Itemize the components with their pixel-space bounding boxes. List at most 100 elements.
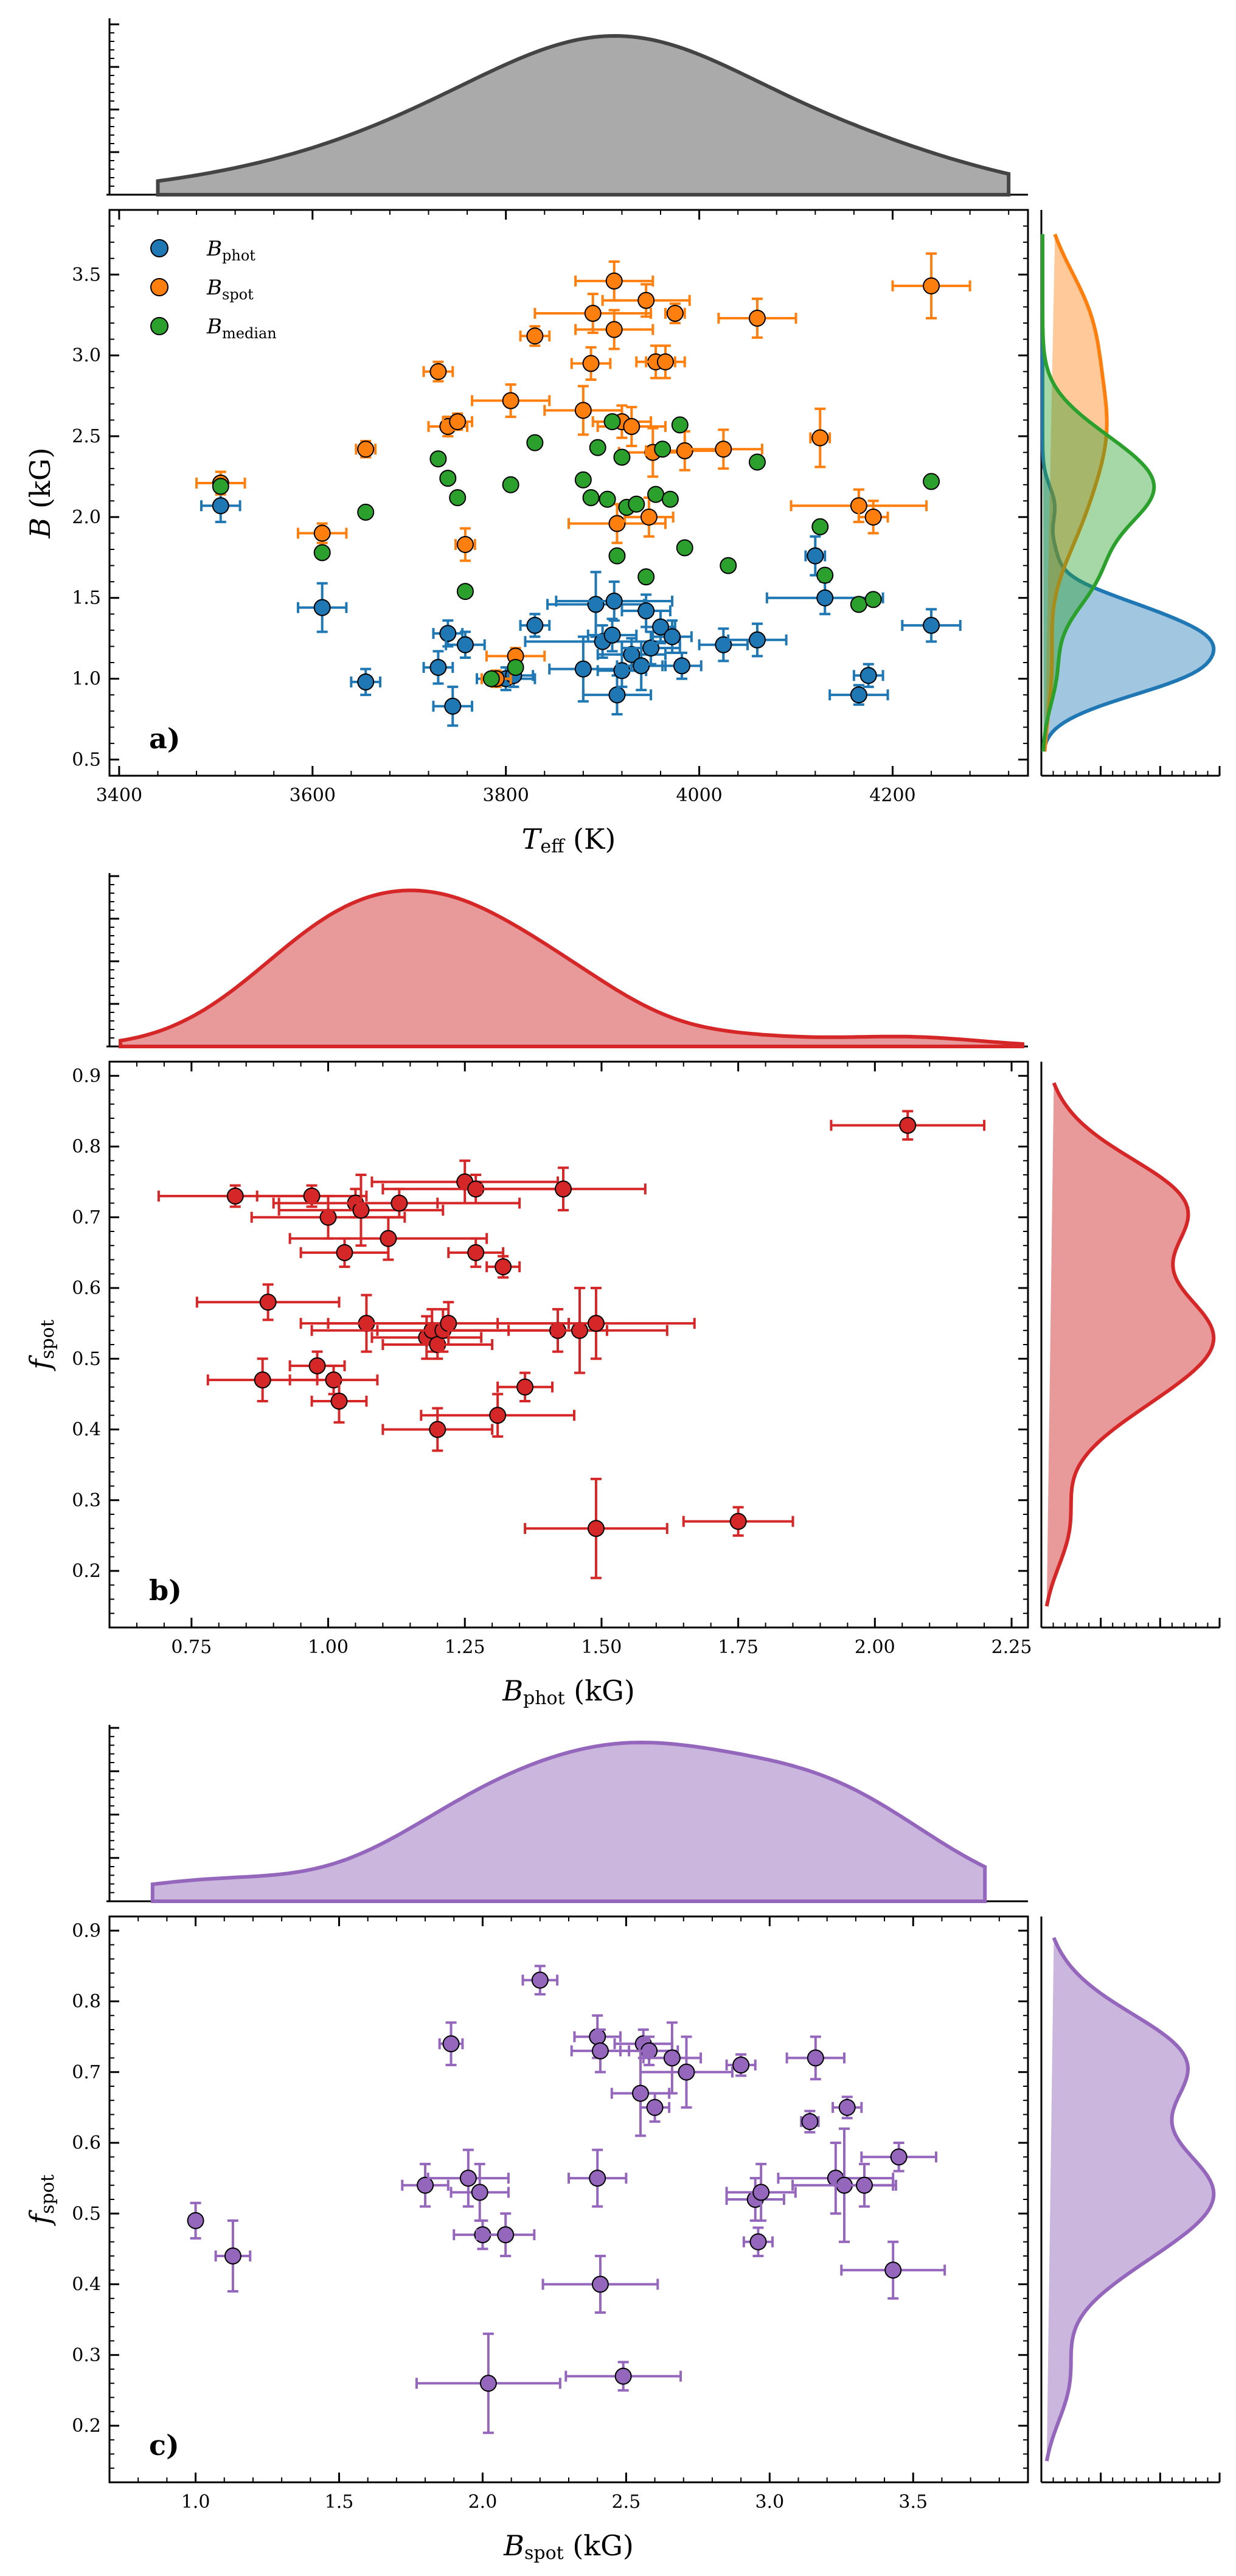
marker: [467, 1244, 485, 1261]
data-point: [432, 619, 464, 648]
marker: [633, 657, 650, 675]
data-point: [639, 2035, 734, 2109]
data-point: [748, 453, 766, 471]
marker: [439, 470, 457, 487]
data-point: [840, 2240, 946, 2300]
marker: [226, 1187, 244, 1205]
marker: [673, 657, 690, 675]
x-tick-label: 1.0: [181, 2491, 210, 2513]
y-tick-label: 0.4: [72, 1419, 101, 1441]
data-point: [832, 2095, 863, 2120]
data-point: [830, 1110, 986, 1141]
y-label-sub: spot: [37, 1320, 58, 1359]
marker: [864, 508, 882, 526]
y-tick-label: 0.8: [72, 1991, 101, 2013]
marker: [357, 673, 375, 691]
y-tick-label: 0.5: [72, 749, 101, 770]
marker: [656, 353, 674, 371]
right-density-a: [1040, 210, 1221, 777]
legend-phot-main: B: [206, 237, 222, 261]
marker: [574, 402, 592, 419]
marker: [482, 670, 500, 688]
y-tick-label: 1.0: [72, 669, 101, 690]
marker: [584, 305, 602, 322]
marker: [319, 1208, 337, 1226]
legend-label-phot: Bphot: [206, 237, 255, 264]
marker: [890, 2148, 908, 2166]
marker: [502, 392, 519, 409]
marker: [816, 589, 834, 607]
top-density-b: [106, 873, 1028, 1048]
marker: [637, 291, 655, 309]
data-point: [450, 2162, 510, 2222]
data-point: [310, 1379, 368, 1424]
data-point: [725, 2162, 797, 2222]
x-axis-ticks: 0.75 1.00 1.25 1.50 1.75 2.00 2.25: [109, 1062, 1032, 1658]
marker: [429, 658, 447, 676]
x-tick-label: 1.00: [308, 1637, 349, 1658]
y-tick-label: 3.5: [72, 264, 101, 285]
marker: [801, 2113, 819, 2131]
data-point: [476, 2212, 536, 2257]
marker: [678, 2063, 695, 2081]
x-axis-label-a: Teff (K): [522, 823, 616, 857]
x-tick-label: 1.5: [325, 2491, 354, 2513]
y-tick-label: 0.3: [72, 1490, 101, 1511]
panel-a: 3400 3600 3800 4000 4200 0.51.01.52.02.53.03…: [24, 18, 1221, 857]
marker: [212, 497, 229, 515]
y-tick-label: 0.9: [72, 1065, 101, 1087]
data-point: [212, 478, 229, 495]
data-point: [420, 1393, 575, 1438]
bmedian-density-curve: [1041, 234, 1156, 752]
x-tick-label: 2.0: [468, 2491, 498, 2513]
data-points: [157, 1110, 986, 1579]
legend-phot-sub: phot: [222, 247, 255, 264]
y-tick-label: 0.5: [72, 2203, 101, 2224]
bspot-density-curve: [1043, 233, 1109, 752]
data-point: [357, 503, 375, 521]
marker: [352, 1202, 370, 1219]
data-point: [442, 412, 474, 431]
x-tick-label: 3800: [483, 785, 529, 806]
data-point: [401, 2162, 450, 2208]
marker: [850, 686, 867, 704]
y-axis-ticks: 0.2 0.3 0.4 0.5 0.6 0.7 0.8 0.9: [72, 1061, 1028, 1628]
marker: [614, 2367, 632, 2385]
marker: [336, 1244, 353, 1261]
y-axis-label-a: B (kG): [24, 448, 57, 539]
marker: [429, 450, 447, 468]
marker: [729, 1513, 747, 1530]
marker: [807, 547, 824, 565]
data-point: [521, 1965, 559, 1996]
marker: [442, 2035, 460, 2053]
bspot-density-curve: [150, 1740, 987, 1903]
top-density-ticks: [109, 23, 119, 196]
data-point: [524, 1477, 668, 1579]
data-point: [683, 428, 763, 470]
data-point: [586, 618, 638, 653]
x-tick-label: 2.00: [855, 1637, 895, 1658]
x-tick-label: 3.5: [898, 2491, 928, 2513]
marker: [652, 618, 669, 636]
marker: [456, 583, 474, 600]
marker: [587, 596, 605, 613]
y-tick-label: 0.7: [72, 2062, 101, 2083]
data-point: [923, 473, 940, 490]
marker: [444, 697, 462, 715]
data-points: [187, 1965, 946, 2434]
data-point: [654, 440, 672, 458]
marker: [628, 495, 645, 513]
data-point: [804, 535, 827, 577]
marker: [313, 544, 331, 562]
data-point: [676, 539, 693, 557]
y-label-main: B: [24, 518, 57, 539]
right-density-ticks: [1040, 766, 1221, 776]
marker: [391, 1194, 408, 1212]
marker: [676, 539, 693, 557]
marker: [603, 626, 621, 644]
panel-label-a: a): [149, 722, 181, 755]
main-plot-c: 1.0 1.5 2.0 2.5 3.0 3.5 0.2 0.3 0.4 0.5 0.6 0.7 0.8…: [24, 1915, 1029, 2564]
data-point: [214, 2219, 252, 2293]
marker: [591, 2042, 609, 2059]
